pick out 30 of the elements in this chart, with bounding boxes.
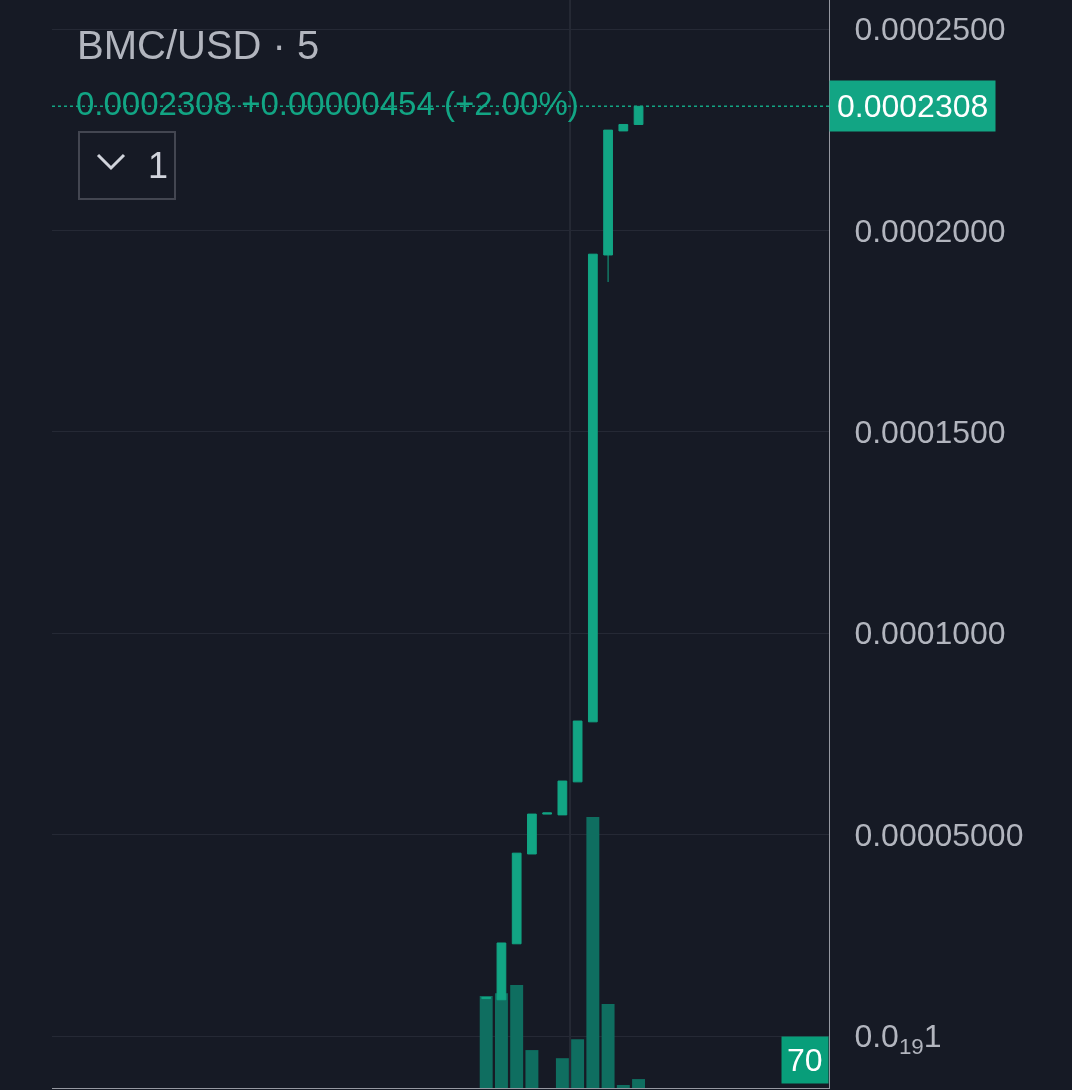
- bar: [586, 817, 600, 1088]
- bar: [571, 1039, 585, 1088]
- bar: [555, 1058, 569, 1088]
- bar: [632, 1079, 646, 1088]
- annotation: 1: [147, 145, 168, 186]
- candlestick: [572, 720, 583, 783]
- candlestick: [511, 852, 522, 945]
- bar: [601, 1004, 615, 1088]
- bar: [525, 1050, 539, 1088]
- bar: [510, 985, 524, 1088]
- bar: [479, 995, 493, 1088]
- y-tick-label: 0.0002500: [854, 11, 1006, 48]
- y-tick-label: 0.00005000: [854, 816, 1024, 853]
- annotation: 70: [787, 1042, 823, 1078]
- candlestick: [587, 253, 598, 723]
- candlestick: [633, 105, 644, 125]
- text: BMC/USD · 5: [77, 23, 320, 67]
- y-tick-label: 0.0001000: [854, 615, 1006, 652]
- ref-line-label: 0.0002308: [837, 88, 989, 124]
- y-tick-label: 0.0002000: [854, 212, 1006, 249]
- y-tick-label: 0.0$_{19}$1: [854, 1018, 942, 1059]
- candlestick: [557, 780, 568, 816]
- candlestick: [542, 812, 553, 815]
- bar: [616, 1085, 630, 1088]
- y-tick-label: 0.0001500: [854, 414, 1006, 451]
- candlestick: [527, 813, 537, 855]
- bar: [494, 993, 508, 1088]
- text: 0.0002308 +0.00000454 (+2.00%): [76, 85, 579, 122]
- candlestick: [618, 123, 629, 132]
- candlestick: [603, 129, 613, 283]
